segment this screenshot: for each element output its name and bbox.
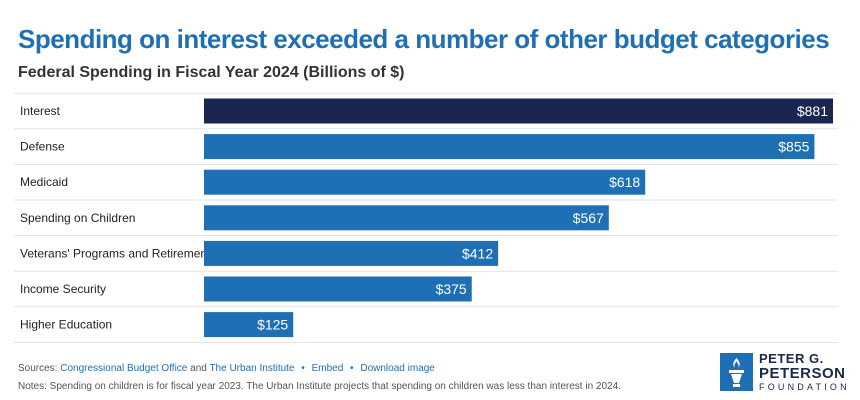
value-label: $125 bbox=[257, 317, 288, 333]
pgpf-logo[interactable]: PETER G. PETERSON FOUNDATION bbox=[720, 351, 847, 393]
logo-line-3: FOUNDATION bbox=[759, 382, 850, 392]
torch-logo-icon bbox=[720, 353, 753, 391]
sources-joiner: and bbox=[190, 363, 207, 374]
source-link-cbo[interactable]: Congressional Budget Office bbox=[60, 363, 188, 374]
bullet-separator: • bbox=[301, 363, 305, 374]
download-image-link[interactable]: Download image bbox=[360, 363, 435, 374]
sources-line: Sources: Congressional Budget Office and… bbox=[18, 363, 435, 374]
value-label: $375 bbox=[436, 281, 467, 297]
logo-line-2: PETERSON bbox=[759, 365, 846, 382]
bar[interactable] bbox=[204, 134, 815, 160]
logo-line-1: PETER G. bbox=[759, 351, 824, 366]
category-label: Spending on Children bbox=[20, 211, 135, 225]
source-link-urban[interactable]: The Urban Institute bbox=[209, 363, 295, 374]
bullet-separator: • bbox=[350, 363, 354, 374]
bar[interactable] bbox=[204, 312, 294, 338]
value-label: $618 bbox=[609, 174, 640, 190]
category-label: Veterans' Programs and Retirement bbox=[20, 246, 211, 260]
chart-title: Spending on interest exceeded a number o… bbox=[18, 24, 830, 54]
bar[interactable] bbox=[204, 98, 833, 124]
value-label: $567 bbox=[573, 210, 604, 226]
chart-subtitle: Federal Spending in Fiscal Year 2024 (Bi… bbox=[18, 64, 405, 81]
bar[interactable] bbox=[204, 169, 646, 195]
bar[interactable] bbox=[204, 205, 609, 231]
value-label: $412 bbox=[462, 245, 493, 261]
value-label: $855 bbox=[778, 139, 809, 155]
notes-line: Notes: Spending on children is for fisca… bbox=[18, 381, 621, 392]
category-label: Income Security bbox=[20, 282, 106, 296]
bar[interactable] bbox=[204, 276, 472, 302]
category-label: Higher Education bbox=[20, 318, 112, 332]
bar[interactable] bbox=[204, 240, 499, 266]
category-label: Interest bbox=[20, 104, 61, 118]
embed-link[interactable]: Embed bbox=[311, 363, 344, 374]
bar-chart: Interest $881 Defense $855 Medicaid $618 Spend… bbox=[14, 92, 838, 343]
sources-prefix: Sources: bbox=[18, 363, 58, 374]
category-label: Defense bbox=[20, 140, 65, 154]
value-label: $881 bbox=[797, 103, 828, 119]
category-label: Medicaid bbox=[20, 175, 68, 189]
